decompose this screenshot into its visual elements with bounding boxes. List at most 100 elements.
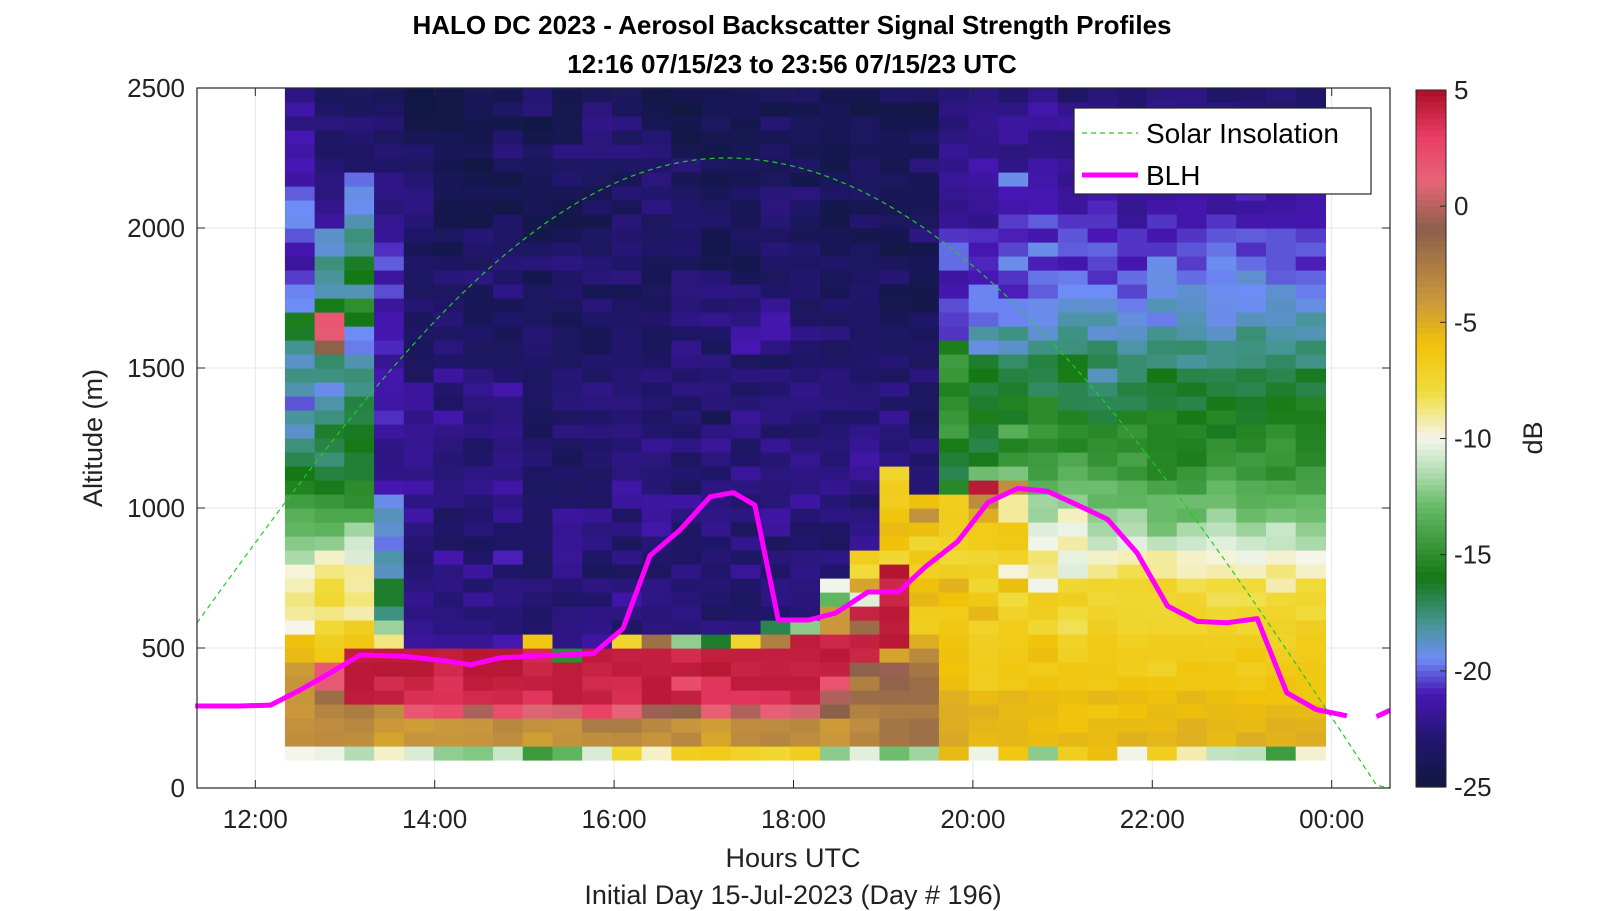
heatmap-cell	[344, 452, 375, 467]
heatmap-cell	[879, 312, 910, 327]
heatmap-cell	[344, 592, 375, 607]
heatmap-cell	[671, 396, 702, 411]
heatmap-cell	[611, 298, 643, 313]
heatmap-cell	[968, 746, 999, 761]
heatmap-cell	[879, 676, 910, 691]
heatmap-cell	[463, 396, 494, 411]
heatmap-cell	[760, 480, 791, 495]
heatmap-cell	[701, 144, 732, 159]
heatmap-cell	[1176, 676, 1208, 691]
heatmap-cell	[284, 284, 316, 299]
heatmap-cell	[701, 578, 732, 593]
colorbar-swatch	[1416, 717, 1446, 724]
heatmap-cell	[344, 662, 375, 677]
heatmap-cell	[760, 130, 791, 145]
heatmap-cell	[790, 298, 821, 313]
heatmap-cell	[1087, 270, 1118, 285]
heatmap-cell	[522, 102, 554, 117]
heatmap-cell	[403, 242, 435, 257]
heatmap-cell	[701, 662, 732, 677]
heatmap-cell	[1087, 634, 1118, 649]
heatmap-cell	[998, 172, 1029, 187]
heatmap-cell	[284, 746, 316, 761]
colorbar-swatch	[1416, 711, 1446, 718]
heatmap-cell	[760, 354, 791, 369]
heatmap-cell	[582, 690, 613, 705]
heatmap-cell	[1236, 634, 1267, 649]
heatmap-cell	[1295, 200, 1327, 215]
heatmap-cell	[582, 718, 613, 733]
heatmap-cell	[1117, 410, 1148, 425]
heatmap-cell	[284, 130, 316, 145]
heatmap-cell	[284, 228, 316, 243]
heatmap-cell	[820, 690, 851, 705]
heatmap-cell	[968, 578, 999, 593]
heatmap-cell	[582, 340, 613, 355]
heatmap-cell	[730, 102, 762, 117]
heatmap-cell	[671, 662, 702, 677]
heatmap-cell	[938, 662, 970, 677]
heatmap-cell	[493, 578, 524, 593]
heatmap-cell	[909, 508, 940, 523]
heatmap-cell	[284, 606, 316, 621]
heatmap-cell	[344, 186, 375, 201]
heatmap-cell	[730, 368, 762, 383]
colorbar-swatch	[1416, 461, 1446, 469]
heatmap-cell	[1265, 718, 1297, 733]
heatmap-cell	[493, 144, 524, 159]
heatmap-cell	[879, 368, 910, 383]
heatmap-cell	[1057, 214, 1089, 229]
heatmap-cell	[998, 116, 1029, 131]
heatmap-cell	[671, 186, 702, 201]
heatmap-cell	[998, 200, 1029, 215]
heatmap-cell	[403, 690, 435, 705]
heatmap-cell	[552, 438, 583, 453]
heatmap-cell	[374, 200, 405, 215]
heatmap-cell	[493, 340, 524, 355]
heatmap-cell	[998, 452, 1029, 467]
heatmap-cell	[641, 214, 672, 229]
heatmap-cell	[671, 578, 702, 593]
heatmap-cell	[1295, 256, 1327, 271]
heatmap-cell	[1117, 270, 1148, 285]
heatmap-cell	[374, 634, 405, 649]
heatmap-cell	[582, 312, 613, 327]
heatmap-cell	[1265, 368, 1297, 383]
heatmap-cell	[1265, 340, 1297, 355]
heatmap-cell	[641, 592, 672, 607]
heatmap-cell	[879, 214, 910, 229]
heatmap-cell	[938, 200, 970, 215]
heatmap-cell	[552, 522, 583, 537]
heatmap-cell	[909, 144, 940, 159]
heatmap-cell	[1236, 270, 1267, 285]
heatmap-cell	[879, 144, 910, 159]
heatmap-cell	[760, 662, 791, 677]
heatmap-cell	[403, 396, 435, 411]
heatmap-cell	[998, 354, 1029, 369]
heatmap-cell	[760, 536, 791, 551]
colorbar-tick-label: 0	[1454, 191, 1468, 221]
heatmap-cell	[463, 550, 494, 565]
heatmap-cell	[909, 158, 940, 173]
heatmap-cell	[1147, 634, 1178, 649]
heatmap-cell	[582, 396, 613, 411]
heatmap-cell	[284, 662, 316, 677]
heatmap-cell	[344, 340, 375, 355]
heatmap-cell	[1028, 172, 1059, 187]
colorbar-swatch	[1416, 124, 1446, 132]
colorbar-swatch	[1416, 589, 1446, 596]
heatmap-cell	[582, 214, 613, 229]
heatmap-cell	[671, 284, 702, 299]
heatmap-cell	[820, 550, 851, 565]
heatmap-cell	[493, 186, 524, 201]
heatmap-cell	[998, 130, 1029, 145]
heatmap-cell	[938, 634, 970, 649]
heatmap-cell	[849, 452, 881, 467]
heatmap-cell	[611, 340, 643, 355]
colorbar-swatch	[1416, 235, 1446, 242]
heatmap-cell	[374, 228, 405, 243]
heatmap-cell	[968, 354, 999, 369]
heatmap-cell	[1147, 270, 1178, 285]
heatmap-cell	[1087, 536, 1118, 551]
heatmap-cell	[790, 592, 821, 607]
